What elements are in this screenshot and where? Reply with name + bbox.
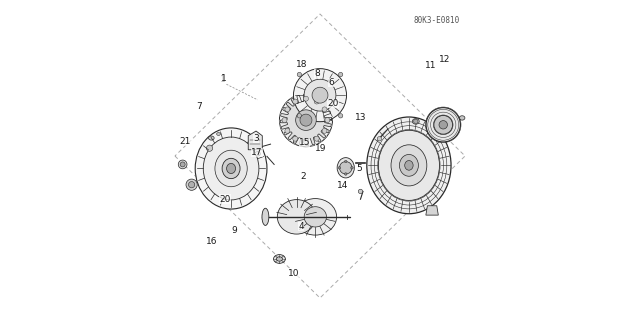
Text: 19: 19 (315, 144, 326, 153)
Ellipse shape (399, 154, 419, 176)
Circle shape (322, 107, 327, 112)
Ellipse shape (367, 117, 451, 214)
Text: 20: 20 (328, 99, 339, 108)
Polygon shape (280, 95, 332, 146)
Text: 15: 15 (299, 139, 310, 147)
Polygon shape (248, 131, 262, 150)
Circle shape (285, 107, 290, 112)
Ellipse shape (412, 119, 419, 124)
Text: 5: 5 (356, 164, 362, 173)
Circle shape (304, 79, 336, 111)
Circle shape (189, 182, 195, 188)
Text: 10: 10 (288, 269, 300, 277)
Circle shape (339, 72, 343, 77)
Circle shape (179, 160, 187, 169)
Text: 3: 3 (253, 134, 259, 143)
Circle shape (325, 118, 330, 123)
Text: 20: 20 (220, 195, 231, 203)
Circle shape (314, 136, 319, 141)
Text: 4: 4 (298, 222, 304, 231)
Ellipse shape (262, 208, 269, 226)
Ellipse shape (217, 133, 220, 135)
Circle shape (292, 99, 298, 104)
Circle shape (303, 96, 308, 101)
Circle shape (282, 118, 287, 123)
Ellipse shape (276, 257, 283, 261)
Circle shape (413, 119, 418, 124)
Circle shape (434, 115, 452, 134)
Text: 16: 16 (205, 237, 217, 246)
Circle shape (297, 114, 301, 118)
Ellipse shape (255, 152, 260, 156)
Text: 1: 1 (221, 74, 227, 83)
Circle shape (339, 167, 340, 169)
Text: 21: 21 (179, 137, 191, 145)
Circle shape (439, 121, 447, 129)
Ellipse shape (304, 207, 326, 227)
Circle shape (314, 99, 319, 104)
Ellipse shape (209, 136, 214, 140)
Circle shape (358, 189, 363, 193)
Polygon shape (426, 206, 438, 215)
Text: 7: 7 (196, 102, 202, 110)
Circle shape (186, 179, 197, 190)
Ellipse shape (404, 160, 413, 170)
Circle shape (292, 136, 298, 141)
Circle shape (303, 139, 308, 144)
Circle shape (296, 110, 316, 130)
Ellipse shape (460, 116, 465, 120)
Ellipse shape (195, 128, 267, 209)
Circle shape (351, 167, 353, 169)
Text: 80K3-E0810: 80K3-E0810 (414, 16, 460, 25)
Ellipse shape (378, 130, 440, 200)
Circle shape (280, 94, 333, 147)
Circle shape (294, 69, 346, 122)
Text: 13: 13 (355, 113, 367, 121)
Ellipse shape (227, 163, 236, 173)
Text: 14: 14 (337, 181, 348, 190)
Circle shape (344, 160, 347, 163)
Text: 9: 9 (231, 227, 237, 235)
Circle shape (339, 114, 343, 118)
Circle shape (312, 87, 328, 103)
Circle shape (285, 128, 290, 133)
Circle shape (377, 137, 381, 141)
Ellipse shape (222, 158, 240, 178)
Ellipse shape (294, 198, 337, 235)
Circle shape (297, 72, 301, 77)
Circle shape (207, 145, 212, 151)
Ellipse shape (337, 158, 355, 178)
Ellipse shape (277, 200, 316, 234)
Circle shape (344, 173, 347, 175)
Circle shape (180, 162, 185, 167)
Text: 6: 6 (328, 78, 334, 87)
Circle shape (322, 128, 327, 133)
Text: 2: 2 (300, 172, 306, 181)
Text: 8: 8 (314, 70, 320, 78)
Circle shape (426, 108, 460, 142)
Circle shape (339, 162, 352, 174)
Circle shape (300, 114, 312, 126)
Text: 17: 17 (252, 149, 263, 157)
Text: 11: 11 (425, 61, 436, 70)
Text: 1: 1 (220, 75, 226, 84)
Text: 18: 18 (296, 60, 307, 69)
Ellipse shape (391, 145, 427, 186)
Ellipse shape (204, 137, 259, 200)
Ellipse shape (215, 150, 247, 187)
Ellipse shape (273, 255, 285, 263)
Circle shape (319, 96, 324, 101)
Text: 12: 12 (439, 56, 451, 64)
